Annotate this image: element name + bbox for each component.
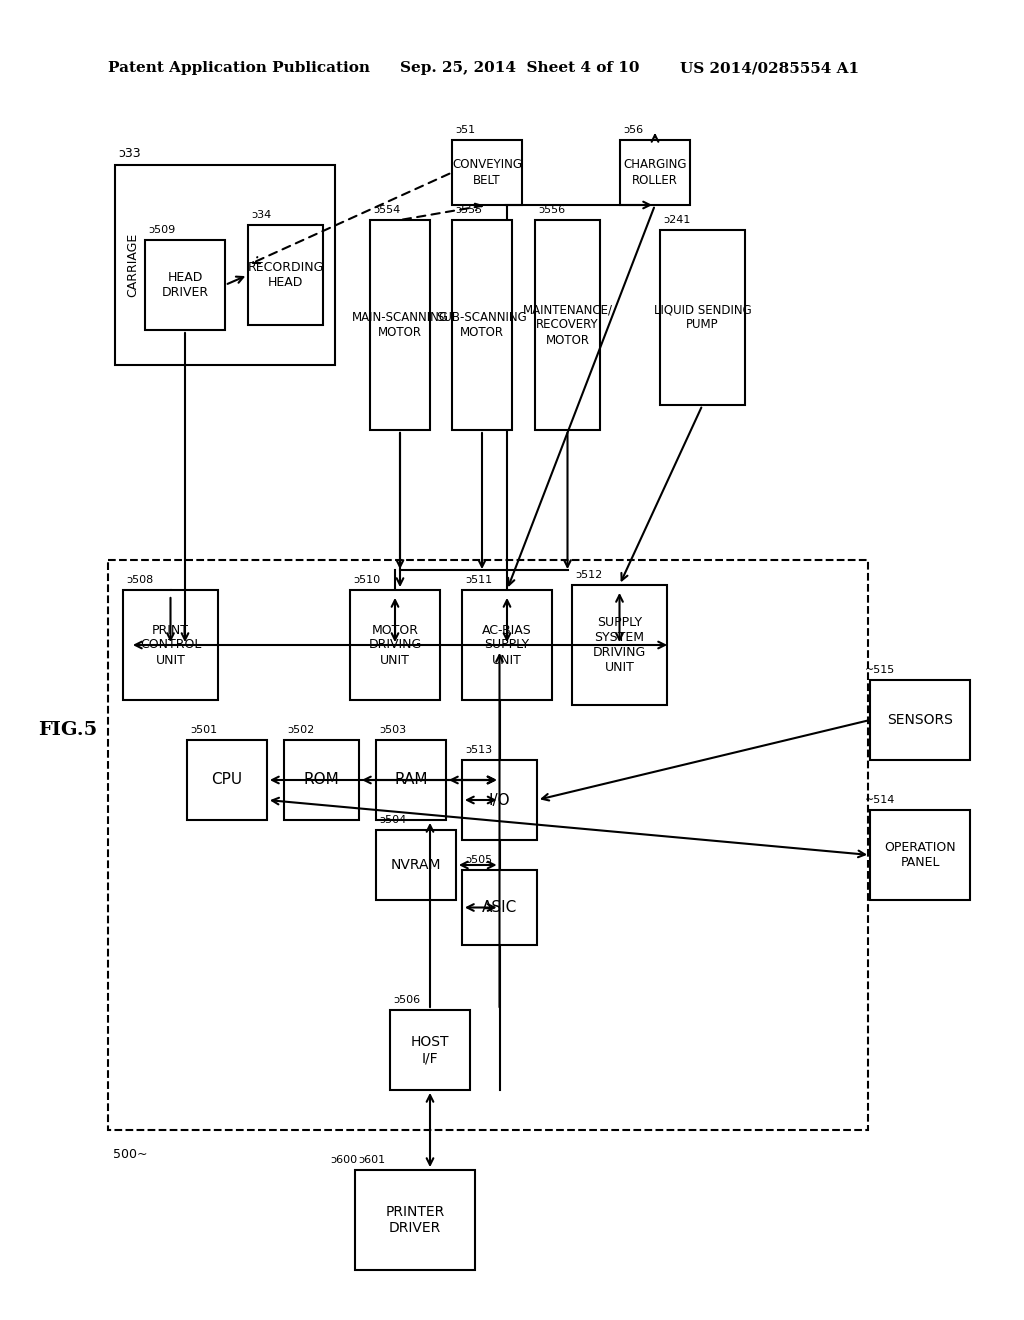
Text: 500~: 500~ [113, 1148, 147, 1162]
Bar [108, 560, 868, 1130]
Text: CONVEYING
BELT: CONVEYING BELT [452, 158, 522, 186]
Bar [462, 590, 552, 700]
Bar [462, 870, 537, 945]
Text: PRINT
CONTROL
UNIT: PRINT CONTROL UNIT [140, 623, 201, 667]
Text: ↄ34: ↄ34 [251, 210, 271, 220]
Bar [620, 140, 690, 205]
Text: ↄ512: ↄ512 [575, 570, 602, 579]
Bar [870, 810, 970, 900]
Bar [355, 1170, 475, 1270]
Text: SUB-SCANNING
MOTOR: SUB-SCANNING MOTOR [436, 312, 527, 339]
Text: ~515: ~515 [865, 665, 895, 675]
Text: ↄ241: ↄ241 [663, 215, 690, 224]
Text: ↄ509: ↄ509 [148, 224, 175, 235]
Bar [145, 240, 225, 330]
Bar [123, 590, 218, 700]
Text: ↄ600: ↄ600 [330, 1155, 357, 1166]
Text: AC-BIAS
SUPPLY
UNIT: AC-BIAS SUPPLY UNIT [482, 623, 531, 667]
Bar [248, 224, 323, 325]
Text: ↄ556: ↄ556 [538, 205, 565, 215]
Bar [370, 220, 430, 430]
Text: RECORDING
HEAD: RECORDING HEAD [248, 261, 324, 289]
Bar [376, 830, 456, 900]
Text: US 2014/0285554 A1: US 2014/0285554 A1 [680, 61, 859, 75]
Text: Patent Application Publication: Patent Application Publication [108, 61, 370, 75]
Text: ↄ506: ↄ506 [393, 995, 420, 1005]
Bar [284, 741, 359, 820]
Text: SENSORS: SENSORS [887, 713, 953, 727]
Text: MOTOR
DRIVING
UNIT: MOTOR DRIVING UNIT [369, 623, 422, 667]
Bar [452, 220, 512, 430]
Text: ↄ504: ↄ504 [379, 814, 407, 825]
Text: I/O: I/O [488, 792, 510, 808]
Text: ROM: ROM [304, 772, 339, 788]
Text: ↄ56: ↄ56 [623, 125, 643, 135]
Text: ↄ33: ↄ33 [118, 147, 140, 160]
Text: CPU: CPU [211, 772, 243, 788]
Text: ↄ555: ↄ555 [455, 205, 482, 215]
Text: ↄ502: ↄ502 [287, 725, 314, 735]
Text: HOST
I/F: HOST I/F [411, 1035, 450, 1065]
Text: CHARGING
ROLLER: CHARGING ROLLER [624, 158, 687, 186]
Text: ↄ601: ↄ601 [358, 1155, 385, 1166]
Bar [115, 165, 335, 366]
Text: OPERATION
PANEL: OPERATION PANEL [884, 841, 955, 869]
Text: CARRIAGE: CARRIAGE [127, 232, 139, 297]
Bar [660, 230, 745, 405]
Text: HEAD
DRIVER: HEAD DRIVER [162, 271, 209, 300]
Text: RAM: RAM [394, 772, 428, 788]
Text: MAIN-SCANNING
MOTOR: MAIN-SCANNING MOTOR [351, 312, 449, 339]
Bar [350, 590, 440, 700]
Text: NVRAM: NVRAM [391, 858, 441, 873]
Bar [187, 741, 267, 820]
Bar [572, 585, 667, 705]
Text: ↄ511: ↄ511 [465, 576, 493, 585]
Text: ↄ510: ↄ510 [353, 576, 380, 585]
Text: FIG.5: FIG.5 [38, 721, 97, 739]
Text: ↄ513: ↄ513 [465, 744, 493, 755]
Text: SUPPLY
SYSTEM
DRIVING
UNIT: SUPPLY SYSTEM DRIVING UNIT [593, 616, 646, 675]
Text: ↄ501: ↄ501 [190, 725, 217, 735]
Text: ↄ503: ↄ503 [379, 725, 407, 735]
Text: PRINTER
DRIVER: PRINTER DRIVER [385, 1205, 444, 1236]
Bar [462, 760, 537, 840]
Text: ASIC: ASIC [482, 900, 517, 915]
Text: ~514: ~514 [865, 795, 895, 805]
Bar [452, 140, 522, 205]
Bar [376, 741, 446, 820]
Text: ↄ51: ↄ51 [455, 125, 475, 135]
Text: Sep. 25, 2014  Sheet 4 of 10: Sep. 25, 2014 Sheet 4 of 10 [400, 61, 640, 75]
Text: ↄ554: ↄ554 [373, 205, 400, 215]
Bar [535, 220, 600, 430]
Text: ↄ508: ↄ508 [126, 576, 154, 585]
Text: MAINTENANCE/
RECOVERY
MOTOR: MAINTENANCE/ RECOVERY MOTOR [522, 304, 612, 346]
Bar [390, 1010, 470, 1090]
Text: LIQUID SENDING
PUMP: LIQUID SENDING PUMP [653, 304, 752, 331]
Text: ↄ505: ↄ505 [465, 855, 493, 865]
Bar [870, 680, 970, 760]
